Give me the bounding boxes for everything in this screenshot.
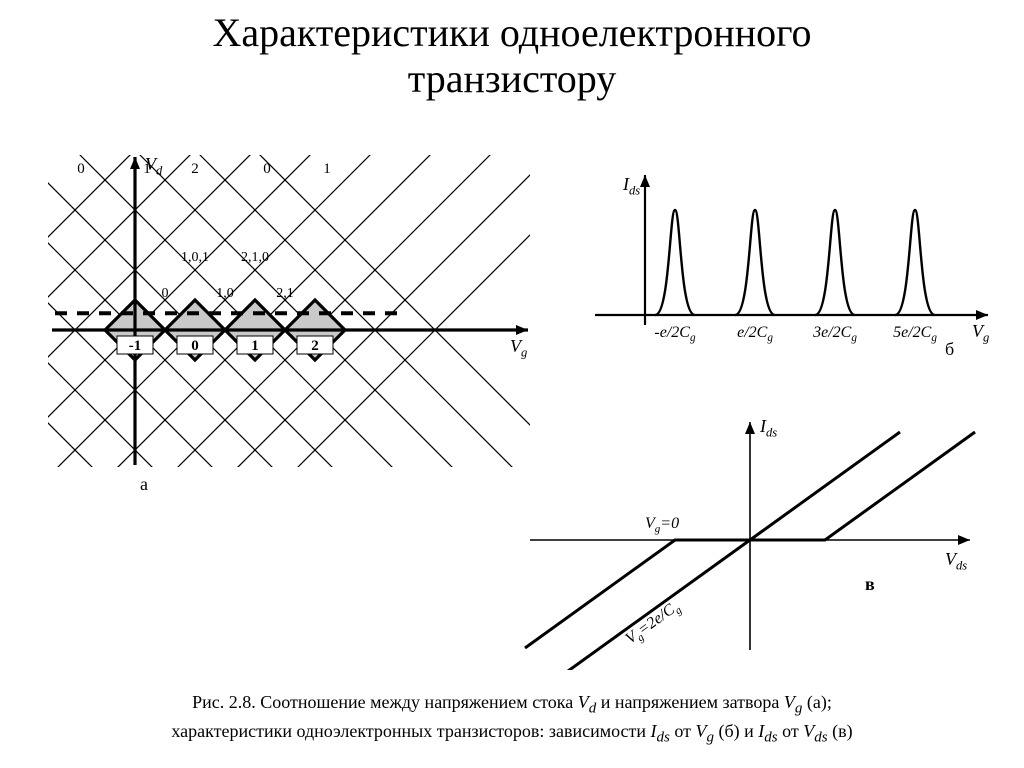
cap-text: характеристики одноэлектронных транзисто…: [171, 721, 650, 741]
panel-b-coulomb-oscillations: -e/2Cg e/2Cg 3e/2Cg 5e/2Cg Ids Vgб: [580, 160, 1000, 360]
cap-text: (в): [828, 721, 853, 741]
page-title: Характеристики одноелектронного транзист…: [0, 0, 1024, 102]
svg-text:0: 0: [191, 338, 199, 354]
cap-text: Рис. 2.8. Соотношение между напряжением …: [192, 692, 578, 712]
svg-text:Vg: Vg: [510, 336, 527, 360]
svg-text:0: 0: [162, 286, 169, 301]
cap-v: V: [696, 721, 707, 741]
svg-text:0: 0: [77, 161, 85, 177]
svg-text:e/2Cg: e/2Cg: [737, 324, 773, 344]
svg-text:2,1,0: 2,1,0: [241, 250, 269, 265]
cap-text: от: [778, 721, 804, 741]
svg-text:Ids: Ids: [759, 416, 777, 440]
cap-g: g: [707, 729, 715, 745]
cap-v: V: [784, 692, 795, 712]
cap-text: и напряжением затвора: [596, 692, 784, 712]
svg-text:Vg=0: Vg=0: [645, 515, 679, 535]
cap-text: (б) и: [714, 721, 758, 741]
cap-v: V: [803, 721, 814, 741]
cap-text: от: [670, 721, 696, 741]
cap-v: V: [578, 692, 589, 712]
svg-text:б: б: [945, 339, 954, 359]
cap-ds: ds: [657, 729, 670, 745]
svg-text:Vg: Vg: [972, 321, 989, 345]
svg-text:0: 0: [263, 161, 271, 177]
svg-text:а: а: [140, 474, 148, 494]
svg-text:2: 2: [191, 161, 199, 177]
svg-text:-e/2Cg: -e/2Cg: [654, 324, 696, 344]
svg-text:1: 1: [323, 161, 331, 177]
svg-text:Ids: Ids: [622, 174, 640, 198]
panel-a-stability-diagram: -101201,02,11,0,12,1,001201VdVgа: [40, 145, 540, 525]
svg-text:5e/2Cg: 5e/2Cg: [893, 324, 937, 344]
title-line-2: транзистору: [408, 56, 617, 101]
svg-text:2,1: 2,1: [276, 286, 294, 301]
svg-text:Vds: Vds: [945, 549, 967, 573]
svg-text:в: в: [865, 574, 875, 594]
cap-text: (а);: [802, 692, 831, 712]
figure-caption: Рис. 2.8. Соотношение между напряжением …: [0, 690, 1024, 748]
title-line-1: Характеристики одноелектронного: [212, 10, 811, 55]
svg-text:1,0,1: 1,0,1: [181, 250, 209, 265]
cap-ds: ds: [764, 729, 777, 745]
svg-text:1,0: 1,0: [216, 286, 234, 301]
svg-text:1: 1: [251, 338, 259, 354]
svg-text:2: 2: [311, 338, 319, 354]
svg-text:-1: -1: [129, 338, 142, 354]
cap-ds: ds: [814, 729, 827, 745]
svg-text:Vd: Vd: [145, 154, 163, 178]
panel-c-iv-curves: Vg=0Vg=2e/CgIdsVdsв: [520, 410, 980, 670]
svg-text:3e/2Cg: 3e/2Cg: [812, 324, 857, 344]
